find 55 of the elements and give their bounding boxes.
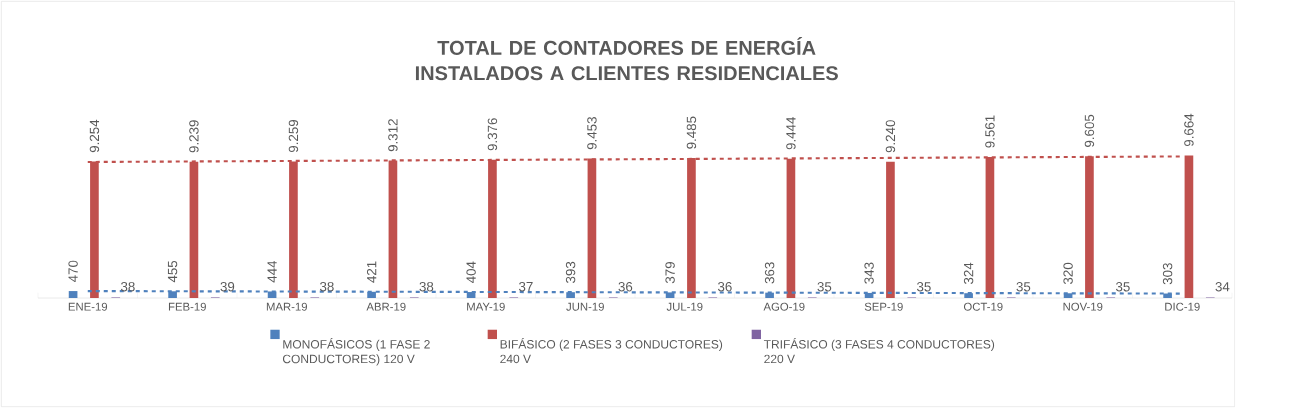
data-label: 9.312 [388,119,398,152]
data-label: 9.453 [587,117,597,150]
data-label: 38 [419,281,434,292]
data-label: 303 [1162,263,1173,285]
data-label: 9.240 [885,120,896,153]
x-tick-label: DIC-19 [1165,302,1200,311]
data-label: 35 [817,282,832,292]
data-label: 444 [267,260,277,283]
bar [68,291,78,298]
data-label: 379 [665,262,675,284]
x-tick-label: FEB-19 [168,302,206,311]
data-label: 9.254 [89,119,100,153]
legend-label: BIFÁSICO (2 FASES 3 CONDUCTORES) 240 V [500,337,723,364]
data-label: 9.485 [686,116,697,149]
data-label: 9.605 [1084,114,1095,147]
data-label: 36 [618,281,633,292]
data-label: 363 [764,262,775,284]
data-label: 9.664 [1184,113,1194,147]
data-label: 9.376 [487,118,498,151]
data-label: 9.259 [288,119,299,153]
x-tick-label: AGO-19 [763,302,805,311]
bar [1184,155,1194,298]
data-label: 404 [466,261,476,284]
data-label: 37 [518,281,533,292]
data-label: 320 [1063,262,1073,285]
data-label: 421 [366,261,377,283]
data-label: 455 [167,260,178,283]
data-label: 9.444 [786,117,796,150]
data-label: 35 [916,282,931,292]
x-tick-label: SEP-19 [864,302,903,311]
data-label: 324 [963,262,974,285]
data-label: 393 [565,261,576,283]
x-tick-label: ENE-19 [68,302,108,311]
data-label: 38 [120,281,135,292]
x-tick-label: OCT-19 [963,302,1003,311]
data-label: 39 [220,281,235,292]
data-label: 470 [68,260,78,283]
chart-title: TOTAL DE CONTADORES DE ENERGÍA INSTALADOS A CLIENTES RESIDENCIALES [415,37,838,81]
x-tick-label: MAR-19 [266,302,308,311]
legend-label: MONOFÁSICOS (1 FASE 2 CONDUCTORES) 120 V [282,337,430,366]
data-label: 343 [864,262,874,284]
data-label: 34 [1215,282,1230,292]
x-tick-label: MAY-19 [467,302,505,311]
data-label: 38 [319,281,334,292]
data-label: 36 [717,281,732,292]
legend-label: TRIFÁSICO (3 FASES 4 CONDUCTORES) 220 V [763,337,995,364]
data-label: 9.239 [189,120,199,153]
data-label: 35 [1115,282,1130,292]
x-tick-label: JUL-19 [666,302,703,311]
data-label: 35 [1016,282,1031,292]
bar [886,161,895,298]
data-label: 9.561 [985,115,995,148]
x-tick-label: ABR-19 [366,302,406,311]
x-tick-label: NOV-19 [1063,302,1103,311]
x-tick-label: JUN-19 [566,302,604,311]
